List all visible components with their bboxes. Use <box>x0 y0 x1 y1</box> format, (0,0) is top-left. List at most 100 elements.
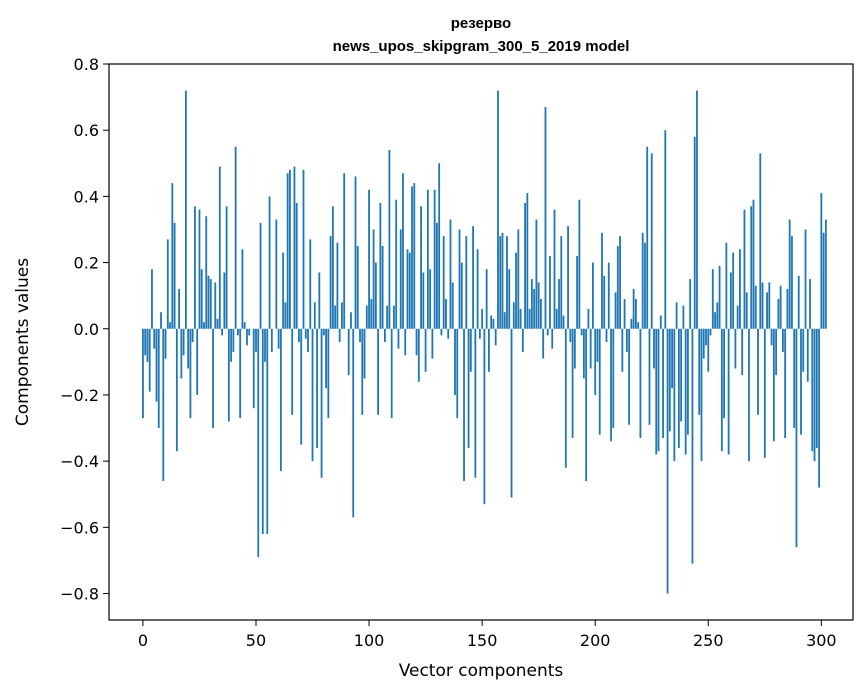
bar-250 <box>707 328 710 372</box>
bar-293 <box>804 229 807 329</box>
bar-120 <box>413 183 416 329</box>
bar-156 <box>494 328 497 346</box>
bar-135 <box>447 328 450 339</box>
bar-111 <box>393 305 395 329</box>
bar-65 <box>289 169 291 329</box>
bar-301 <box>822 232 825 329</box>
bar-256 <box>720 328 723 452</box>
bar-8 <box>160 312 162 329</box>
bar-208 <box>612 328 615 429</box>
bar-28 <box>205 216 208 329</box>
bar-234 <box>671 328 673 389</box>
bar-264 <box>739 249 741 329</box>
bar-26 <box>200 269 203 329</box>
bar-299 <box>818 328 820 488</box>
bar-144 <box>467 328 470 448</box>
bar-27 <box>203 322 205 329</box>
bar-25 <box>198 209 201 329</box>
bar-99 <box>365 305 368 329</box>
bar-294 <box>806 328 809 382</box>
bar-146 <box>472 226 474 329</box>
bar-298 <box>815 328 818 448</box>
bar-252 <box>711 269 714 329</box>
bar-83 <box>329 236 332 329</box>
bar-200 <box>594 328 597 395</box>
bar-75 <box>311 328 314 462</box>
bar-204 <box>603 275 606 329</box>
bar-213 <box>623 298 626 329</box>
bar-223 <box>646 146 649 329</box>
bar-270 <box>752 199 755 329</box>
bar-118 <box>408 252 411 329</box>
bar-296 <box>811 328 814 452</box>
bar-109 <box>388 150 391 329</box>
x-tick-label: 100 <box>354 631 385 650</box>
bar-194 <box>580 328 583 336</box>
bar-73 <box>307 328 309 352</box>
bar-87 <box>338 328 341 342</box>
bar-164 <box>512 302 515 329</box>
bar-4 <box>151 269 153 329</box>
bar-152 <box>485 269 488 329</box>
bar-295 <box>809 279 811 329</box>
y-tick-label: −0.2 <box>60 386 99 405</box>
bar-133 <box>442 236 445 329</box>
bar-147 <box>474 328 477 478</box>
bar-196 <box>585 328 588 481</box>
bar-277 <box>768 282 771 329</box>
bar-13 <box>171 183 174 329</box>
bar-86 <box>336 242 339 329</box>
bar-267 <box>745 292 748 329</box>
bar-288 <box>793 328 796 429</box>
bar-78 <box>318 272 321 329</box>
bar-181 <box>551 328 554 349</box>
bar-239 <box>682 305 685 329</box>
x-tick-label: 150 <box>467 631 498 650</box>
bar-216 <box>630 318 633 329</box>
bar-193 <box>578 199 581 329</box>
bar-47 <box>248 328 251 336</box>
bar-179 <box>546 328 549 336</box>
bar-154 <box>490 315 493 329</box>
bar-279 <box>772 328 775 442</box>
bar-123 <box>420 206 422 329</box>
bar-268 <box>748 328 750 462</box>
bar-230 <box>662 328 664 438</box>
bar-104 <box>377 328 380 415</box>
bar-249 <box>705 328 707 346</box>
bar-247 <box>700 328 703 462</box>
bar-207 <box>610 328 612 442</box>
bar-174 <box>535 219 538 329</box>
bar-72 <box>304 328 307 339</box>
bar-185 <box>560 236 563 329</box>
bar-236 <box>675 302 678 329</box>
bar-258 <box>725 242 728 329</box>
bar-61 <box>279 328 282 472</box>
bar-300 <box>820 193 823 329</box>
bar-241 <box>687 328 689 435</box>
bar-167 <box>519 308 522 329</box>
bar-134 <box>445 298 447 329</box>
bar-199 <box>592 262 594 329</box>
bar-171 <box>528 308 531 329</box>
bar-21 <box>189 328 192 419</box>
bar-281 <box>777 298 780 329</box>
bar-165 <box>515 252 517 329</box>
bar-57 <box>270 328 273 352</box>
bar-159 <box>501 232 504 329</box>
bar-275 <box>763 328 766 458</box>
bar-180 <box>549 255 551 329</box>
bar-150 <box>481 308 484 329</box>
bar-59 <box>275 219 278 329</box>
bar-187 <box>564 328 567 468</box>
bar-246 <box>698 328 701 415</box>
bar-143 <box>465 236 468 329</box>
bar-24 <box>196 328 199 395</box>
y-tick-label: 0.6 <box>74 121 99 140</box>
bar-105 <box>379 203 382 329</box>
x-tick-label: 0 <box>138 631 148 650</box>
x-tick-label: 300 <box>806 631 837 650</box>
bar-273 <box>759 153 762 329</box>
bar-265 <box>741 328 744 376</box>
bar-68 <box>295 203 298 329</box>
